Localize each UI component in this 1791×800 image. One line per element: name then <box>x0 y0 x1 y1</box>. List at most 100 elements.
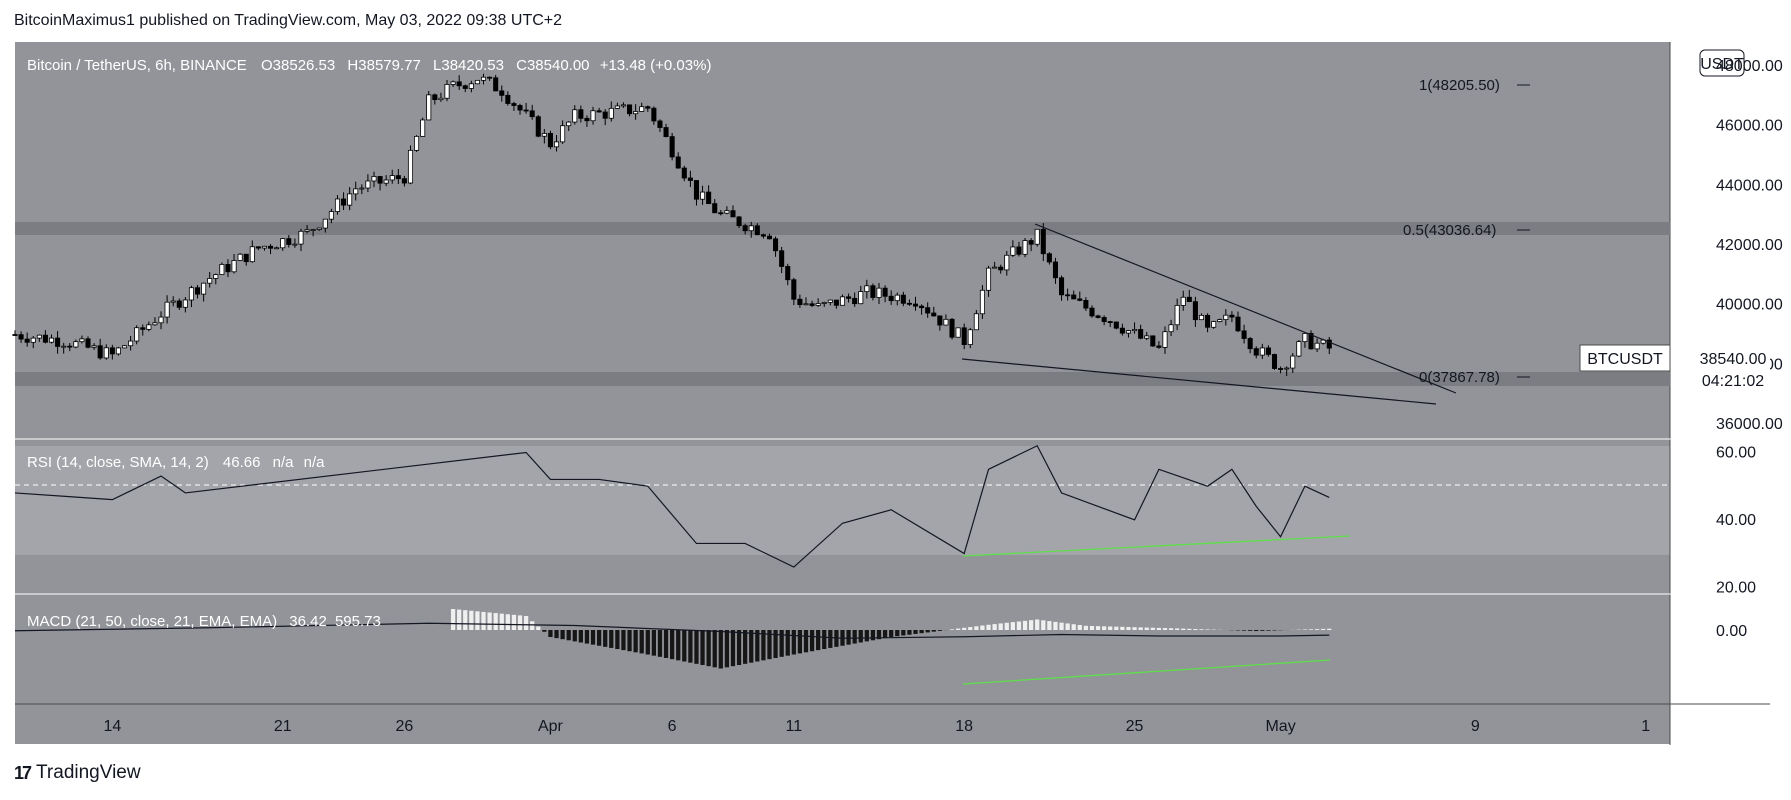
macd-bar <box>949 629 955 630</box>
candle-up <box>304 229 310 232</box>
price-tick: 42000.00 <box>1716 237 1783 254</box>
macd-bar <box>1187 628 1192 630</box>
macd-bar <box>1175 628 1180 630</box>
macd-bar <box>925 630 930 633</box>
change-value: +13.48 (+0.03%) <box>600 57 712 74</box>
candle-up <box>91 345 97 348</box>
candle-down <box>1271 354 1278 369</box>
time-tick: 26 <box>396 718 414 735</box>
macd-bar <box>1138 627 1143 630</box>
rsi-bullish-divergence-line[interactable] <box>962 535 1351 557</box>
macd-bar <box>1162 628 1168 630</box>
macd-bar <box>1095 626 1101 630</box>
macd-bar <box>773 630 778 658</box>
macd-bar <box>481 611 486 630</box>
candle-up <box>438 97 444 101</box>
candle-up <box>121 345 128 349</box>
candle-down <box>1083 299 1089 309</box>
candle-up <box>858 291 864 305</box>
low-value: 38420.53 <box>441 57 504 74</box>
candle-up <box>280 238 286 249</box>
rsi-legend: RSI (14, close, SMA, 14, 2) 46.66 n/a n/… <box>27 454 325 471</box>
macd-value-2: 595.73 <box>335 613 381 630</box>
candle-down <box>511 103 517 106</box>
macd-bar <box>1108 626 1113 630</box>
time-tick: 1 <box>1641 718 1650 735</box>
descending-resistance-line[interactable] <box>1034 223 1457 394</box>
macd-bar <box>639 630 644 654</box>
time-tick: 21 <box>274 718 292 735</box>
macd-histogram <box>450 609 1332 669</box>
macd-bar <box>822 630 827 650</box>
candle-up <box>73 341 79 348</box>
macd-bar <box>1120 626 1125 630</box>
macd-bar <box>749 630 754 663</box>
published-note: BitcoinMaximus1 published on TradingView… <box>14 12 563 29</box>
candle-down <box>937 315 943 326</box>
macd-bar <box>1156 627 1162 630</box>
time-tick: 18 <box>955 718 973 735</box>
time-tick: 14 <box>103 718 121 735</box>
candlestick-series <box>12 73 1332 376</box>
candle-down <box>846 296 852 299</box>
candle-up <box>943 318 949 326</box>
candle-up <box>876 287 882 298</box>
rsi-tick: 40.00 <box>1716 512 1756 529</box>
candle-up <box>700 191 706 200</box>
candle-up <box>992 266 998 269</box>
candle-down <box>1278 368 1284 370</box>
candle-down <box>97 345 103 359</box>
macd-bar <box>755 630 760 662</box>
candle-up <box>1198 314 1205 321</box>
macd-bar <box>809 630 815 652</box>
rsi-band <box>15 446 1670 555</box>
macd-bar <box>706 630 711 667</box>
candle-up <box>894 294 900 302</box>
macd-bar <box>895 630 900 637</box>
candle-down <box>12 334 18 336</box>
candle-up <box>1290 355 1296 369</box>
candle-down <box>1186 296 1192 303</box>
macd-bar <box>1016 621 1022 630</box>
candle-down <box>1308 333 1314 350</box>
macd-bar <box>816 630 821 651</box>
macd-bar <box>962 627 967 630</box>
candle-down <box>1235 316 1241 332</box>
macd-bar <box>937 630 942 631</box>
macd-bar <box>992 624 997 630</box>
macd-line <box>14 622 1330 639</box>
macd-bar <box>1053 621 1058 630</box>
macd-bar <box>1004 622 1009 630</box>
macd-bar <box>487 612 492 630</box>
candle-down <box>596 110 602 113</box>
price-tick: 46000.00 <box>1716 118 1783 135</box>
macd-bar <box>670 630 675 660</box>
candle-down <box>791 279 797 300</box>
macd-pane-bg <box>15 594 1670 744</box>
candle-up <box>61 345 67 348</box>
candle-up <box>359 187 365 190</box>
macd-bar <box>743 630 748 664</box>
candle-up <box>803 303 809 306</box>
candle-up <box>1162 331 1168 348</box>
candle-down <box>432 94 438 101</box>
candle-up <box>444 84 450 99</box>
currency-badge[interactable] <box>1699 49 1745 77</box>
candle-up <box>328 211 334 220</box>
candle-up <box>821 301 827 304</box>
candle-up <box>1010 246 1016 256</box>
macd-bar <box>457 609 462 630</box>
macd-bar <box>493 613 498 630</box>
macd-bullish-divergence-line[interactable] <box>962 659 1331 685</box>
macd-bar <box>998 623 1003 630</box>
macd-bar <box>1248 630 1253 631</box>
descending-support-line[interactable] <box>961 358 1437 405</box>
macd-bar <box>919 630 924 634</box>
macd-bar <box>609 630 614 648</box>
symbol-label: Bitcoin / TetherUS, 6h, BINANCE <box>27 57 247 74</box>
candle-up <box>566 121 572 127</box>
macd-bar <box>536 626 541 630</box>
tradingview-logo[interactable]: 17 TradingView <box>14 762 141 784</box>
candle-up <box>347 193 353 206</box>
